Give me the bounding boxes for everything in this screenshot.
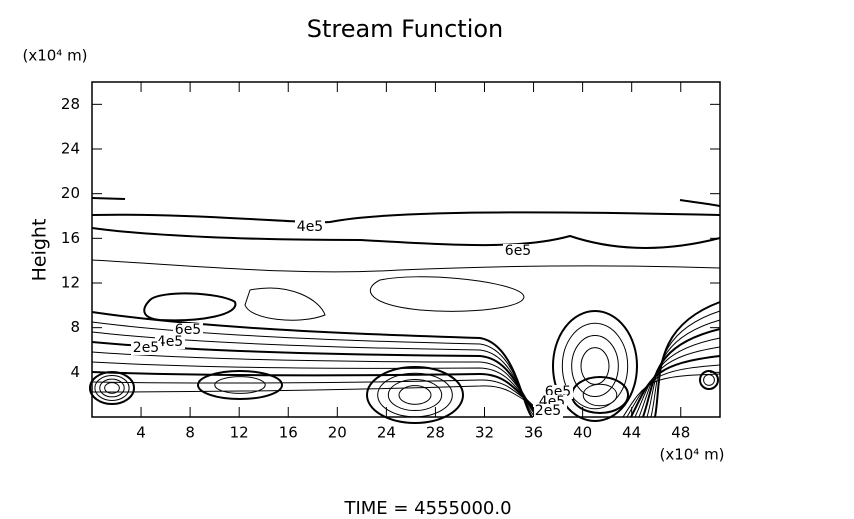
x-tick-label: 32 xyxy=(475,424,494,442)
contour-label: 2e5 xyxy=(133,340,159,356)
x-tick-label: 4 xyxy=(136,424,146,442)
label-backing xyxy=(533,404,563,418)
contour-field xyxy=(89,197,721,424)
y-tick-label: 16 xyxy=(61,229,80,247)
x-tick-label: 48 xyxy=(671,424,690,442)
x-tick-label: 20 xyxy=(328,424,347,442)
contour-label: 4e5 xyxy=(297,219,323,235)
label-backing xyxy=(173,323,203,337)
y-unit: (x10⁴ m) xyxy=(22,47,87,65)
label-backing xyxy=(155,335,185,349)
contour-label: 2e5 xyxy=(535,403,561,419)
x-unit: (x10⁴ m) xyxy=(659,446,724,464)
contour-line xyxy=(561,322,629,410)
contour-line xyxy=(642,328,721,418)
contour-line xyxy=(91,351,545,418)
x-tick-label: 24 xyxy=(377,424,396,442)
plot-frame xyxy=(91,81,721,418)
contour-line xyxy=(94,375,130,401)
x-tick-label: 16 xyxy=(279,424,298,442)
contour-line xyxy=(571,334,619,398)
contour-line xyxy=(91,227,721,249)
x-tick-label: 28 xyxy=(426,424,445,442)
y-tick-label: 12 xyxy=(61,274,80,292)
y-tick-label: 8 xyxy=(70,318,80,336)
contour-line xyxy=(703,374,715,386)
contour-line xyxy=(89,371,135,405)
label-backing xyxy=(131,341,161,355)
footer: TIME = 4555000.0 xyxy=(343,498,511,519)
contour-line xyxy=(91,211,721,224)
contour-line xyxy=(104,382,120,394)
y-tick-label: 24 xyxy=(61,140,80,158)
x-tick-label: 8 xyxy=(185,424,195,442)
contour-line xyxy=(143,292,237,322)
label-backing xyxy=(503,244,533,258)
label-backing xyxy=(295,220,325,234)
contour-line xyxy=(582,383,618,407)
contour-line xyxy=(91,197,126,200)
contour-line xyxy=(552,310,638,422)
contour-line xyxy=(638,337,721,418)
contour-line xyxy=(622,373,721,418)
y-tick-label: 4 xyxy=(70,363,80,381)
contour-line xyxy=(366,366,464,424)
contour-line xyxy=(99,378,125,398)
contour-label: 6e5 xyxy=(505,243,531,259)
contour-line xyxy=(387,378,443,412)
contour-line xyxy=(91,385,557,418)
contour-line xyxy=(369,276,525,312)
y-tick-label: 20 xyxy=(61,184,80,202)
contour-line xyxy=(634,346,721,418)
x-tick-label: 12 xyxy=(230,424,249,442)
contour-label: 4e5 xyxy=(157,334,183,350)
contour-line xyxy=(197,370,283,400)
contour-line xyxy=(214,376,266,394)
contour-line xyxy=(630,355,721,418)
x-tick-label: 36 xyxy=(524,424,543,442)
contour-label: 6e5 xyxy=(175,322,201,338)
contour-line xyxy=(626,364,721,418)
chart-title: Stream Function xyxy=(307,15,504,43)
contour-line xyxy=(398,385,432,405)
y-tick-label: 28 xyxy=(61,95,80,113)
contour-line xyxy=(244,287,326,321)
contour-line xyxy=(91,371,551,418)
y-axis-label: Height xyxy=(29,219,51,282)
contour-line xyxy=(699,370,719,390)
contour-line xyxy=(91,259,721,273)
contour-line xyxy=(679,199,721,207)
x-tick-label: 40 xyxy=(573,424,592,442)
x-tick-label: 44 xyxy=(622,424,641,442)
